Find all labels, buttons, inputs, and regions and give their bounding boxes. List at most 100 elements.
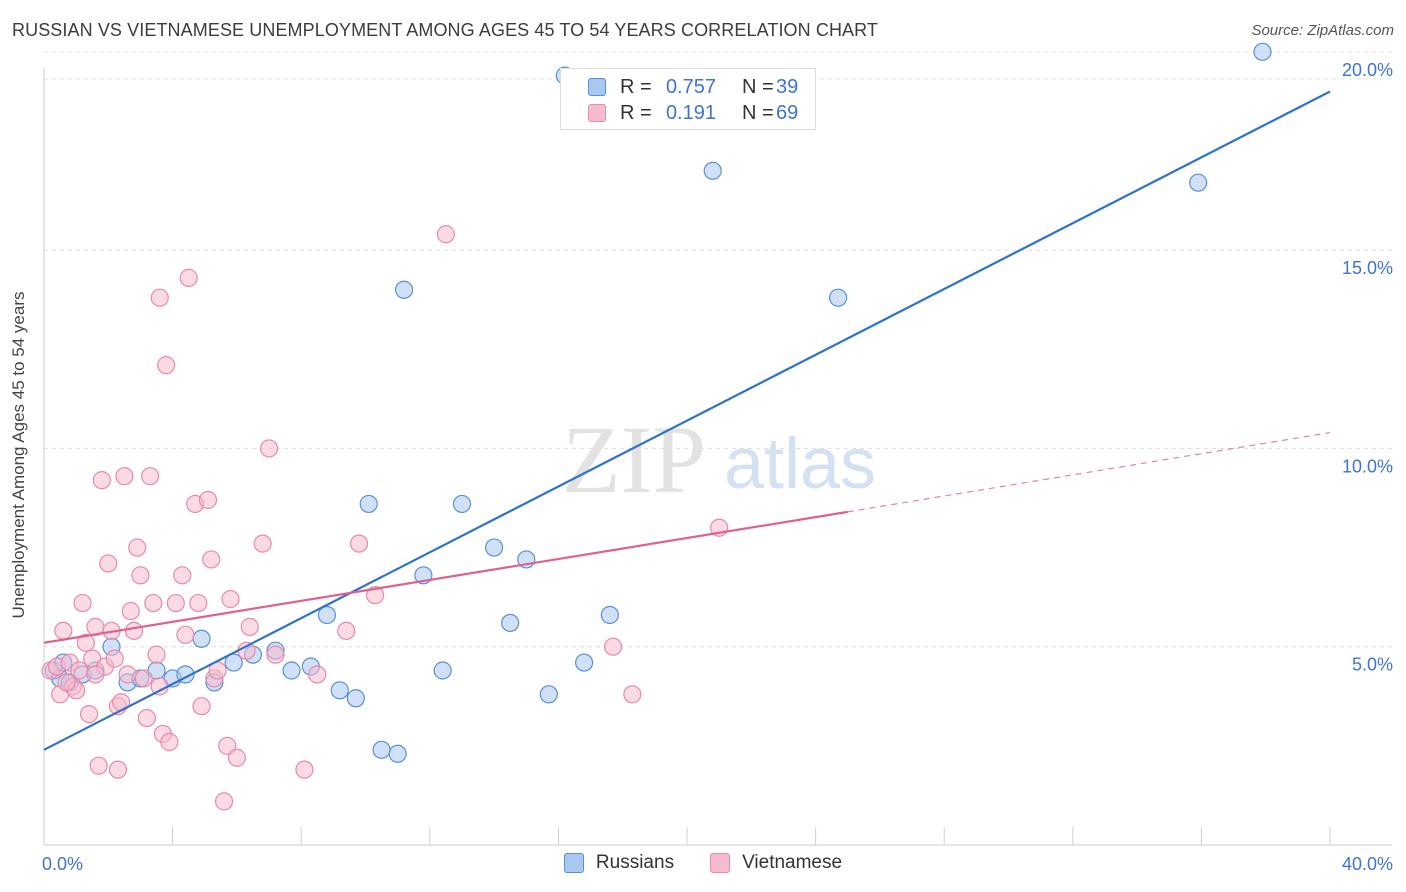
vietnamese-point xyxy=(202,550,221,569)
vietnamese-point xyxy=(173,566,192,585)
russians-trend-line xyxy=(43,90,1331,751)
vietnamese-point xyxy=(366,586,385,605)
vietnamese-point xyxy=(179,268,198,287)
vietnamese-point xyxy=(160,732,179,751)
russian-point xyxy=(575,653,594,672)
legend-r-label: R = xyxy=(620,75,652,98)
vietnamese-point xyxy=(57,673,76,692)
vietnamese-point xyxy=(121,601,140,621)
legend-label-vietnamese: Vietnamese xyxy=(742,852,843,873)
vietnamese-point xyxy=(137,708,156,728)
russian-point xyxy=(330,681,349,700)
legend-r-value: 0.191 xyxy=(665,101,716,124)
y-tick-label: 15.0% xyxy=(1342,258,1393,278)
legend-n-value: 39 xyxy=(776,75,799,98)
vietnamese-point xyxy=(54,621,73,640)
vietnamese-point xyxy=(295,760,314,779)
vietnamese-point xyxy=(259,439,279,458)
vietnamese-point xyxy=(79,705,99,724)
vietnamese-point xyxy=(76,633,95,652)
vietnamese-point xyxy=(266,645,285,664)
vietnamese-point xyxy=(150,288,169,307)
vietnamese-point xyxy=(192,697,211,716)
vietnamese-point xyxy=(166,593,185,613)
russian-point xyxy=(600,605,619,625)
legend-swatch-vietnamese xyxy=(710,853,731,873)
trend-layer xyxy=(43,90,1331,751)
legend-r-label: R = xyxy=(620,101,652,124)
y-tick-label: 10.0% xyxy=(1342,456,1393,476)
vietnamese-point xyxy=(118,665,137,684)
russian-point xyxy=(224,653,243,672)
vietnamese-point xyxy=(221,590,240,609)
legend-n-label: N = xyxy=(742,75,774,98)
vietnamese-point xyxy=(189,593,208,613)
points-layer xyxy=(41,42,1272,811)
x-tick-label: 0.0% xyxy=(42,854,83,874)
russian-point xyxy=(388,744,407,763)
vietnamese-point xyxy=(134,669,153,688)
russian-point xyxy=(829,288,848,307)
vietnamese-point xyxy=(147,645,166,664)
vietnamese-point xyxy=(308,665,327,684)
russian-point xyxy=(282,661,301,680)
vietnamese-point xyxy=(198,490,218,510)
y-tick-label: 20.0% xyxy=(1342,60,1393,80)
vietnamese-point xyxy=(218,736,237,755)
vietnamese-point xyxy=(131,566,150,585)
vietnamese-point xyxy=(337,621,356,640)
watermark-atlas: atlas xyxy=(724,424,876,504)
legend-n-value: 69 xyxy=(776,101,799,124)
russian-point xyxy=(539,685,558,704)
series-legend: Russians Vietnamese xyxy=(0,852,1406,874)
y-tick-label: 5.0% xyxy=(1352,655,1393,675)
vietnamese-point xyxy=(214,792,234,811)
russian-point xyxy=(1253,42,1272,61)
vietnamese-point xyxy=(124,621,144,640)
legend-swatch-vietnamese xyxy=(588,104,606,122)
vietnamese-point xyxy=(349,534,369,553)
russian-point xyxy=(703,161,722,180)
legend-row-vietnamese: R = 0.191 N = 69 xyxy=(561,100,798,126)
vietnamese-point xyxy=(144,593,163,613)
legend-swatch-russians xyxy=(563,853,584,873)
russian-point xyxy=(1189,173,1208,192)
vietnamese-point xyxy=(86,665,105,684)
vietnamese-trend-line xyxy=(43,510,848,644)
russian-point xyxy=(394,280,414,299)
legend-item-vietnamese[interactable]: Vietnamese xyxy=(710,852,842,874)
vietnamese-point xyxy=(89,756,108,775)
y-axis-label: Unemployment Among Ages 45 to 54 years xyxy=(9,291,28,619)
russian-point xyxy=(452,494,472,514)
vietnamese-point xyxy=(436,225,455,244)
correlation-legend: R = 0.757 N = 39 R = 0.191 N = 69 xyxy=(560,68,816,130)
legend-row-russians: R = 0.757 N = 39 xyxy=(561,74,798,100)
russian-point xyxy=(485,538,504,557)
chart-title: RUSSIAN VS VIETNAMESE UNEMPLOYMENT AMONG… xyxy=(12,20,879,40)
vietnamese-point xyxy=(240,617,259,636)
vietnamese-point xyxy=(92,471,111,490)
vietnamese-point xyxy=(99,554,118,573)
legend-label-russians: Russians xyxy=(595,852,675,873)
legend-r-value: 0.757 xyxy=(665,75,716,98)
grid-layer xyxy=(44,51,1392,648)
vietnamese-point xyxy=(227,748,246,767)
vietnamese-point xyxy=(623,685,642,704)
russian-point xyxy=(192,629,211,648)
russian-point xyxy=(372,740,391,759)
vietnamese-point xyxy=(237,641,256,660)
russian-point xyxy=(359,494,378,514)
x-tick-label: 40.0% xyxy=(1342,854,1393,874)
vietnamese-point xyxy=(128,538,147,557)
russian-point xyxy=(433,661,452,680)
russian-point xyxy=(501,613,520,633)
russian-point xyxy=(317,605,337,625)
vietnamese-point xyxy=(140,467,160,486)
vietnamese-point xyxy=(176,625,195,644)
legend-n-label: N = xyxy=(742,101,774,124)
vietnamese-point xyxy=(115,467,134,486)
legend-item-russians[interactable]: Russians xyxy=(563,852,675,874)
watermark: ZIP atlas xyxy=(562,406,876,513)
vietnamese-point xyxy=(73,593,92,613)
